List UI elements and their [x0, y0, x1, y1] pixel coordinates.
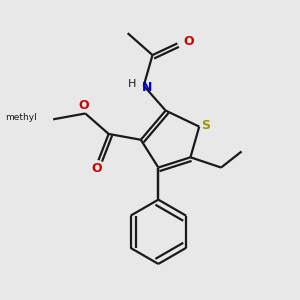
Text: O: O	[79, 99, 89, 112]
Text: S: S	[201, 119, 210, 132]
Text: O: O	[183, 35, 194, 48]
Text: O: O	[92, 163, 102, 176]
Text: methyl: methyl	[5, 113, 37, 122]
Text: N: N	[142, 81, 152, 94]
Text: H: H	[128, 79, 136, 89]
